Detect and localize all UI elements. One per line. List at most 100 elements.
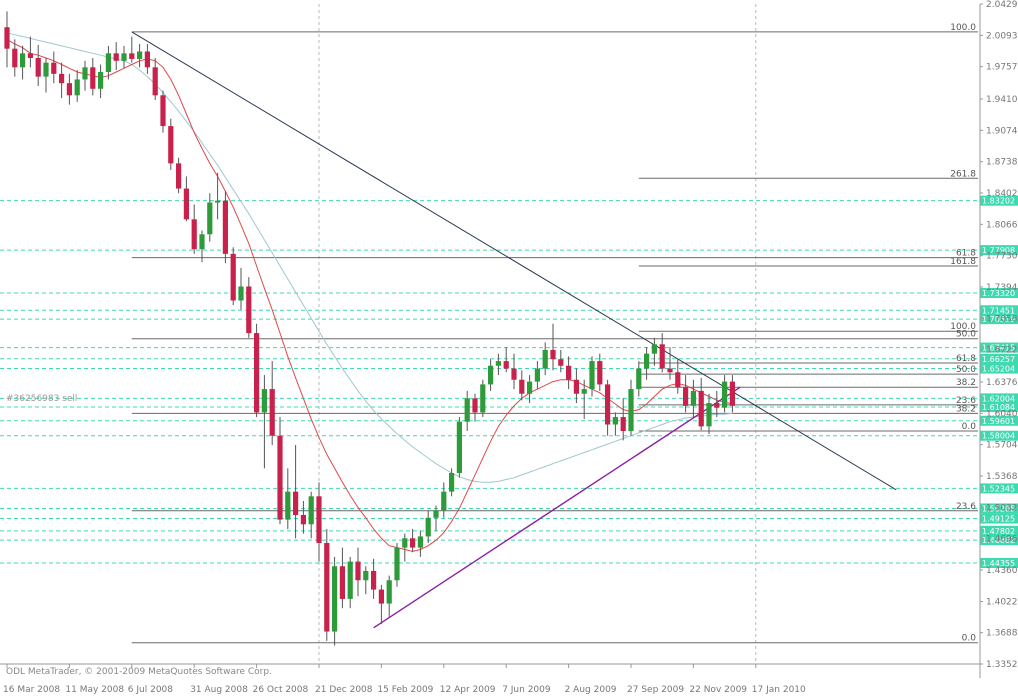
- y-tick-label: 1.90745: [986, 126, 1018, 136]
- level-tag: [980, 305, 1018, 316]
- candle: [722, 375, 728, 413]
- fib-line-label: 50.0: [956, 330, 976, 340]
- candle: [215, 172, 221, 220]
- x-tick-label: 12 Apr 2009: [440, 685, 496, 695]
- candle-body: [472, 398, 478, 413]
- candle: [51, 51, 57, 84]
- candle: [20, 45, 26, 80]
- candle-body: [230, 253, 236, 301]
- level-tag-label: 1.62004: [982, 394, 1015, 403]
- candle: [410, 528, 416, 553]
- fib-line-label: 23.6: [956, 396, 976, 406]
- candle-body: [137, 51, 143, 59]
- candle-body: [27, 53, 33, 58]
- level-tag-label: 1.77908: [982, 246, 1015, 255]
- candle: [308, 491, 314, 539]
- candle: [74, 70, 80, 102]
- y-tick-label: 1.94105: [986, 95, 1018, 105]
- candle-body: [59, 73, 65, 84]
- y-tick-label: 1.46960: [986, 535, 1018, 545]
- fib-line-label: 100.0: [950, 322, 976, 332]
- candle-body: [706, 403, 712, 427]
- candle: [144, 44, 150, 74]
- trend-lines[interactable]: [131, 31, 897, 629]
- candle-body: [729, 381, 735, 406]
- candle: [332, 556, 338, 646]
- candle-body: [425, 517, 431, 537]
- level-tag: [980, 245, 1018, 256]
- candles: [4, 11, 735, 646]
- ma-slow-line: [6, 32, 733, 483]
- level-tag: [980, 525, 1018, 536]
- level-tag-label: 1.52345: [982, 484, 1015, 493]
- x-tick-label: 22 Nov 2009: [689, 685, 747, 695]
- candle: [503, 347, 509, 373]
- y-tick-label: 2.04290: [986, 0, 1018, 10]
- y-tick-label: 1.70585: [986, 314, 1018, 324]
- candle-body: [12, 48, 18, 68]
- ma-fast-line: [6, 38, 733, 552]
- x-tick-label: 6 Jul 2008: [128, 685, 173, 695]
- candle-body: [82, 67, 88, 80]
- candle-body: [683, 387, 689, 406]
- candle-body: [308, 496, 314, 525]
- x-tick-label: 21 Dec 2008: [315, 685, 373, 695]
- candle: [456, 417, 462, 478]
- level-tag-label: 1.70519: [982, 315, 1015, 324]
- candle: [620, 398, 626, 441]
- level-tag-label: 1.59601: [982, 417, 1015, 426]
- candle: [636, 361, 642, 397]
- level-tag: [980, 393, 1018, 404]
- fib-line-label: 0.0: [962, 422, 977, 432]
- candle: [113, 42, 119, 71]
- candle: [519, 370, 525, 401]
- candle-body: [90, 67, 96, 89]
- candle: [597, 353, 603, 391]
- candle: [386, 575, 392, 618]
- candle: [121, 45, 127, 69]
- candle-body: [207, 202, 213, 235]
- candle: [222, 191, 228, 264]
- y-tick-label: 1.40220: [986, 598, 1018, 608]
- candle: [729, 375, 735, 413]
- candle: [378, 584, 384, 625]
- candle-body: [363, 570, 369, 581]
- candle: [269, 361, 275, 446]
- level-tag: [980, 363, 1018, 374]
- x-tick-label: 7 Jun 2009: [502, 685, 551, 695]
- candle: [183, 176, 189, 222]
- candle-body: [324, 542, 330, 632]
- level-tag: [980, 288, 1018, 299]
- candle: [659, 333, 665, 373]
- candle-body: [300, 514, 306, 525]
- y-tick-label: 1.53680: [986, 472, 1018, 482]
- candle: [542, 342, 548, 376]
- candle-body: [628, 389, 634, 432]
- candle: [277, 417, 283, 525]
- y-tick-label: 1.97570: [986, 63, 1018, 73]
- candle: [511, 353, 517, 390]
- candle: [550, 323, 556, 371]
- candle: [581, 379, 587, 419]
- fib-line-label: 38.2: [956, 404, 976, 414]
- candle: [651, 337, 657, 366]
- candle: [527, 375, 533, 404]
- candle: [480, 379, 486, 418]
- candle: [4, 11, 10, 68]
- candle-body: [605, 384, 611, 425]
- candle: [698, 377, 704, 431]
- trendline-down: [131, 31, 897, 491]
- candle-body: [534, 368, 540, 382]
- candle: [324, 528, 330, 641]
- x-tick-label: 2 Aug 2009: [565, 685, 617, 695]
- candle-body: [129, 53, 135, 59]
- candle-body: [191, 219, 197, 250]
- candle: [90, 57, 96, 96]
- candle-body: [246, 286, 252, 334]
- fib-line-label: 61.8: [956, 354, 976, 364]
- candle-body: [410, 538, 416, 548]
- level-tag-label: 1.71451: [982, 306, 1015, 315]
- x-tick-label: 27 Sep 2009: [627, 685, 684, 695]
- candle-body: [386, 580, 392, 604]
